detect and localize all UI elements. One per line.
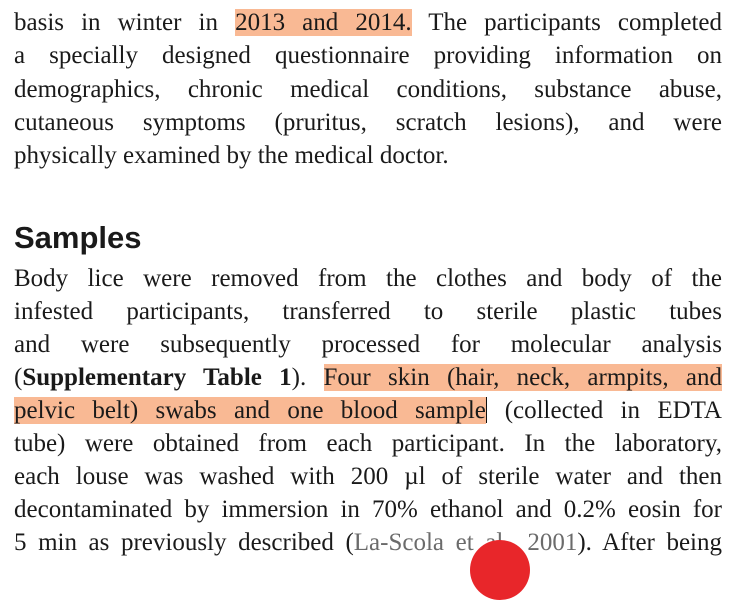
highlight: Four skin (hair, neck, armpits, and bbox=[323, 364, 723, 391]
text-cursor bbox=[485, 397, 488, 423]
text: The participants completed bbox=[411, 9, 722, 36]
text-line: pelvic belt) swabs and one blood sample … bbox=[14, 394, 722, 427]
text-line: infested participants, transferred to st… bbox=[14, 298, 722, 325]
text: basis in winter in bbox=[14, 9, 236, 36]
text: ). After being bbox=[577, 529, 722, 556]
highlight: 2013 and 2014. bbox=[235, 9, 412, 36]
section-heading: Samples bbox=[14, 220, 142, 255]
supplementary-table-link[interactable]: Supplementary Table 1 bbox=[22, 364, 292, 391]
highlight: pelvic belt) swabs and one blood sample bbox=[14, 397, 486, 424]
text-line: Body lice were removed from the clothes … bbox=[14, 265, 722, 292]
text-line: tube) were obtained from each participan… bbox=[14, 430, 722, 457]
text-line: basis in winter in 2013 and 2014. The pa… bbox=[14, 6, 722, 39]
text: ). bbox=[291, 364, 324, 391]
citation-link[interactable]: La-Scola et al., 2001 bbox=[353, 529, 578, 556]
text-line: 5 min as previously described (La-Scola … bbox=[14, 526, 722, 559]
text-line: each louse was washed with 200 µl of ste… bbox=[14, 463, 722, 490]
text: (collected in EDTA bbox=[487, 397, 722, 424]
text-line: and were subsequently processed for mole… bbox=[14, 331, 722, 358]
text: ( bbox=[14, 364, 23, 391]
text-line: decontaminated by immersion in 70% ethan… bbox=[14, 496, 722, 523]
text-line: demographics, chronic medical conditions… bbox=[14, 76, 722, 103]
text: 5 min as previously described ( bbox=[14, 529, 354, 556]
red-marker-dot bbox=[470, 540, 530, 600]
text-line: (Supplementary Table 1). Four skin (hair… bbox=[14, 361, 723, 394]
text-line: a specially designed questionnaire provi… bbox=[14, 42, 722, 69]
text-line: physically examined by the medical docto… bbox=[14, 142, 449, 169]
text-line: cutaneous symptoms (pruritus, scratch le… bbox=[14, 109, 722, 136]
